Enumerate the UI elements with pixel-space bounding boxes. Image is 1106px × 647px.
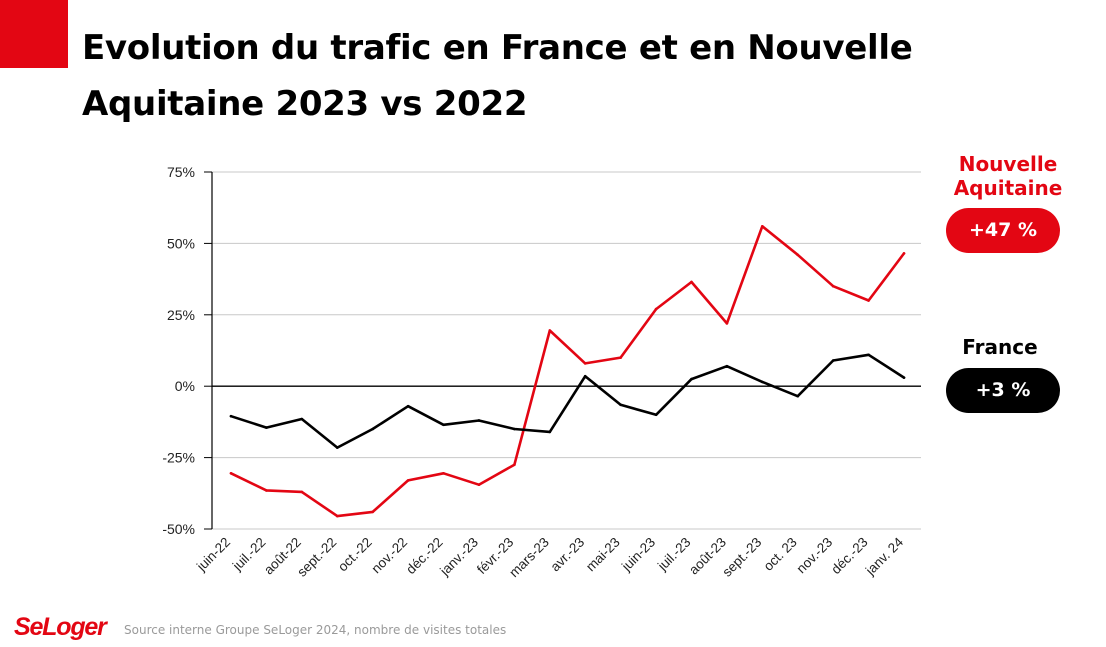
data-point	[583, 374, 587, 378]
x-tick-label: sept.-23	[719, 535, 764, 580]
x-tick-label: mars-23	[506, 535, 552, 581]
data-point	[513, 427, 516, 431]
data-point	[690, 377, 693, 381]
chart-title: Evolution du trafic en France et en Nouv…	[82, 28, 913, 124]
data-point	[690, 280, 693, 284]
data-point	[725, 364, 729, 368]
y-tick-label: 0%	[175, 378, 195, 394]
data-point	[265, 426, 268, 429]
data-point	[406, 479, 410, 482]
data-point	[654, 413, 658, 417]
y-tick-label: 75%	[167, 164, 195, 180]
x-tick-label: mai-23	[583, 535, 623, 575]
x-tick-label: sept.-22	[294, 535, 339, 580]
data-point	[867, 353, 870, 357]
x-tick-label: juin-22	[193, 535, 233, 575]
series-line-france	[229, 353, 906, 449]
data-point	[619, 403, 622, 407]
x-tick-label: oct. 23	[761, 535, 800, 574]
data-point	[265, 489, 268, 492]
y-axis-ticks: 75% 50% 25% 0% -25% -50%	[162, 164, 212, 537]
x-tick-label: nov.-23	[794, 535, 836, 577]
legend-label-france: France	[962, 335, 1038, 359]
data-point	[761, 380, 764, 384]
data-point	[229, 472, 233, 475]
data-point	[831, 359, 835, 362]
badge-nouvelle-aquitaine: +47 %	[946, 208, 1060, 253]
data-point	[371, 510, 374, 514]
series-line-nouvelle-aquitaine	[229, 225, 906, 518]
legend-label-nouvelle-aquitaine: Nouvelle Aquitaine	[953, 152, 1063, 200]
x-tick-label: juin-23	[618, 535, 658, 575]
data-point	[761, 224, 764, 228]
y-tick-label: 25%	[167, 307, 195, 323]
data-point	[442, 472, 445, 475]
x-tick-label: janv. 24	[862, 534, 906, 578]
x-tick-label: déc.-23	[828, 535, 870, 577]
data-point	[513, 463, 516, 467]
source-note: Source interne Groupe SeLoger 2024, nomb…	[124, 623, 507, 637]
data-point	[300, 417, 304, 421]
seloger-logo: SeLoger	[14, 613, 107, 641]
y-tick-label: -25%	[162, 450, 195, 466]
data-point	[796, 394, 800, 398]
x-tick-label: oct.-22	[335, 535, 375, 575]
data-point	[725, 322, 729, 325]
x-axis-ticks: juin-22juil.-22août-22sept.-22oct.-22nov…	[193, 534, 906, 580]
data-point	[796, 253, 800, 257]
data-point	[583, 362, 587, 365]
data-point	[477, 483, 481, 487]
x-tick-label: janv.-23	[436, 535, 481, 580]
x-tick-label: nov.-22	[368, 535, 410, 577]
data-point	[831, 284, 835, 288]
data-point	[300, 490, 304, 494]
data-point	[902, 252, 906, 255]
data-point	[477, 419, 481, 422]
data-point	[654, 307, 658, 311]
data-point	[867, 299, 870, 302]
brand-red-square	[0, 0, 68, 68]
grid-layer	[211, 171, 921, 530]
data-point	[335, 446, 339, 449]
data-point	[406, 404, 410, 408]
series-layer	[229, 224, 906, 518]
data-point	[548, 430, 552, 434]
x-tick-label: avr.-23	[548, 535, 588, 575]
y-tick-label: -50%	[162, 521, 195, 537]
data-point	[229, 414, 233, 418]
y-tick-label: 50%	[167, 235, 195, 251]
data-point	[902, 376, 906, 379]
data-point	[442, 423, 445, 427]
data-point	[371, 427, 374, 431]
badge-france: +3 %	[946, 368, 1060, 413]
data-point	[619, 356, 622, 359]
data-point	[335, 514, 339, 518]
data-point	[548, 329, 552, 332]
